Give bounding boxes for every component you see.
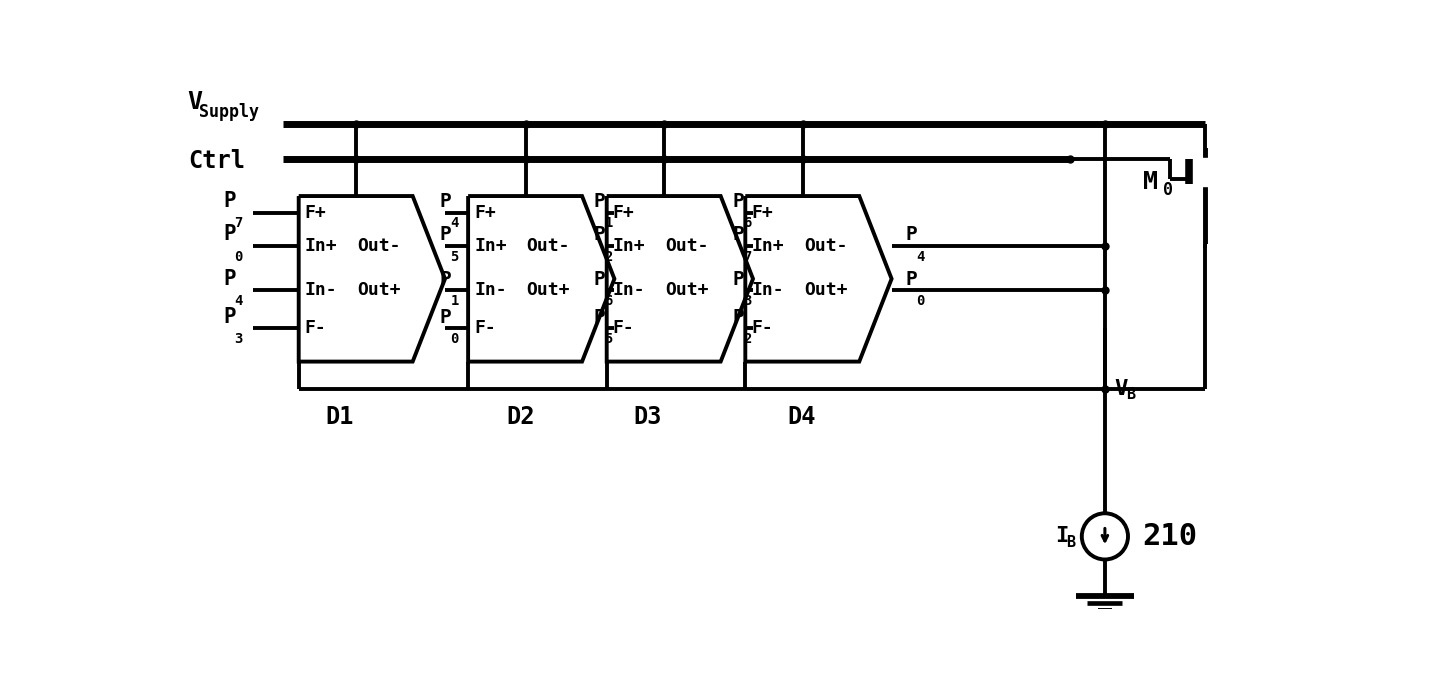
Polygon shape <box>298 196 445 362</box>
Polygon shape <box>1194 157 1214 186</box>
Text: In-: In- <box>474 281 507 300</box>
Text: P: P <box>439 225 452 244</box>
Text: P: P <box>732 270 743 289</box>
Text: P: P <box>732 308 743 327</box>
Text: 0: 0 <box>916 294 924 308</box>
Text: P: P <box>594 225 606 244</box>
Text: Out+: Out+ <box>665 281 709 300</box>
Text: 4: 4 <box>235 294 242 308</box>
Text: P: P <box>732 225 743 244</box>
Text: 6: 6 <box>604 294 613 308</box>
Text: P: P <box>223 191 236 211</box>
Text: D4: D4 <box>788 406 816 430</box>
Text: M: M <box>1143 170 1158 194</box>
Text: Out+: Out+ <box>804 281 848 300</box>
Text: 2: 2 <box>743 332 752 346</box>
Text: 3: 3 <box>235 332 242 346</box>
Polygon shape <box>745 196 891 362</box>
Polygon shape <box>468 196 614 362</box>
Text: 4: 4 <box>916 250 924 263</box>
Text: B: B <box>1126 387 1136 402</box>
Text: Out+: Out+ <box>358 281 401 300</box>
Text: 1: 1 <box>451 294 459 308</box>
Text: P: P <box>594 308 606 327</box>
Text: Out-: Out- <box>665 237 709 254</box>
Text: F-: F- <box>474 319 496 337</box>
Text: 6: 6 <box>743 216 752 231</box>
Text: 4: 4 <box>451 216 459 231</box>
Text: P: P <box>594 192 606 211</box>
Text: P: P <box>439 192 452 211</box>
Text: B: B <box>1066 535 1075 550</box>
Text: P: P <box>594 270 606 289</box>
Text: In+: In+ <box>613 237 645 254</box>
Text: D1: D1 <box>326 406 354 430</box>
Text: P: P <box>439 308 452 327</box>
Text: In-: In- <box>752 281 784 300</box>
Text: 0: 0 <box>1162 181 1172 199</box>
Text: 0: 0 <box>235 250 242 263</box>
Text: In+: In+ <box>752 237 784 254</box>
Text: P: P <box>906 225 917 244</box>
Text: Supply: Supply <box>200 103 259 121</box>
Text: 2: 2 <box>604 250 613 263</box>
Text: In-: In- <box>613 281 645 300</box>
Polygon shape <box>607 196 753 362</box>
Text: F+: F+ <box>474 204 496 222</box>
Text: D3: D3 <box>633 406 662 430</box>
Text: Out+: Out+ <box>526 281 569 300</box>
Text: 1: 1 <box>604 216 613 231</box>
Text: P: P <box>223 307 236 327</box>
Text: In+: In+ <box>304 237 338 254</box>
Text: 210: 210 <box>1142 522 1197 551</box>
Text: Out-: Out- <box>804 237 848 254</box>
Text: 5: 5 <box>604 332 613 346</box>
Text: In+: In+ <box>474 237 507 254</box>
Text: 7: 7 <box>235 216 242 231</box>
Text: P: P <box>439 270 452 289</box>
Text: 0: 0 <box>451 332 459 346</box>
Text: P: P <box>906 270 917 289</box>
Text: F+: F+ <box>304 204 326 222</box>
Text: 7: 7 <box>743 250 752 263</box>
Text: F-: F- <box>613 319 635 337</box>
Text: I: I <box>1055 527 1068 547</box>
Text: Out-: Out- <box>526 237 569 254</box>
Text: P: P <box>223 269 236 289</box>
Text: In-: In- <box>304 281 338 300</box>
Text: P: P <box>732 192 743 211</box>
Text: P: P <box>223 224 236 244</box>
Text: F+: F+ <box>613 204 635 222</box>
Text: F-: F- <box>752 319 774 337</box>
Text: D2: D2 <box>507 406 535 430</box>
Text: Out-: Out- <box>358 237 401 254</box>
Text: 5: 5 <box>451 250 459 263</box>
Text: V: V <box>187 90 201 114</box>
Text: Ctrl: Ctrl <box>188 148 245 172</box>
Text: 3: 3 <box>743 294 752 308</box>
Text: F+: F+ <box>752 204 774 222</box>
Text: V: V <box>1114 378 1127 399</box>
Text: F-: F- <box>304 319 326 337</box>
